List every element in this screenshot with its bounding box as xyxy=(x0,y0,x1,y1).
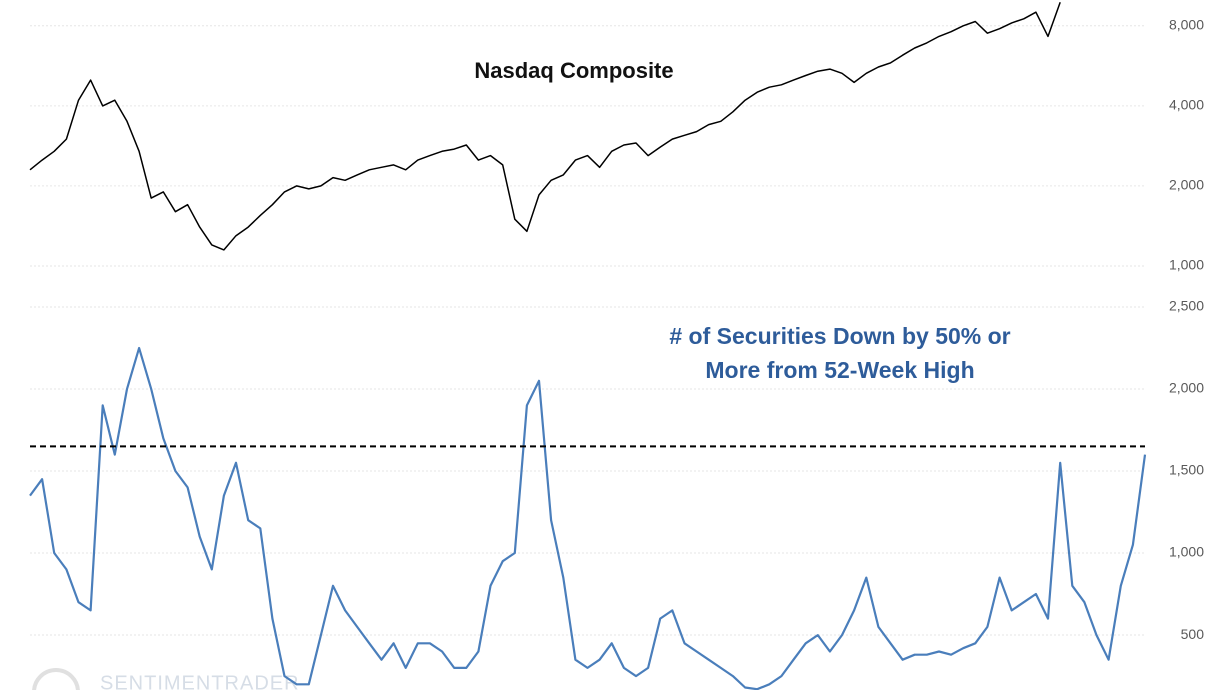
y-tick-label: 2,000 xyxy=(1169,177,1204,193)
line xyxy=(29,2,1061,251)
chart-title: # of Securities Down by 50% or xyxy=(669,323,1010,349)
y-tick-label: 8,000 xyxy=(1169,16,1204,32)
plot xyxy=(29,2,1061,251)
watermark-logo xyxy=(32,668,80,690)
y-tick-label: 1,000 xyxy=(1169,257,1204,273)
y-tick-label: 1,500 xyxy=(1169,462,1204,478)
y-tick-label: 2,000 xyxy=(1169,380,1204,396)
y-tick-label: 4,000 xyxy=(1169,97,1204,113)
y-tick-label: 500 xyxy=(1181,626,1205,642)
chart-title: More from 52-Week High xyxy=(705,357,974,383)
y-tick-label: 1,000 xyxy=(1169,544,1204,560)
watermark: SENTIMENTRADER xyxy=(100,672,300,690)
y-tick-label: 2,500 xyxy=(1169,298,1204,314)
chart-title: Nasdaq Composite xyxy=(474,58,673,83)
plot xyxy=(29,346,1147,690)
line xyxy=(29,346,1147,690)
